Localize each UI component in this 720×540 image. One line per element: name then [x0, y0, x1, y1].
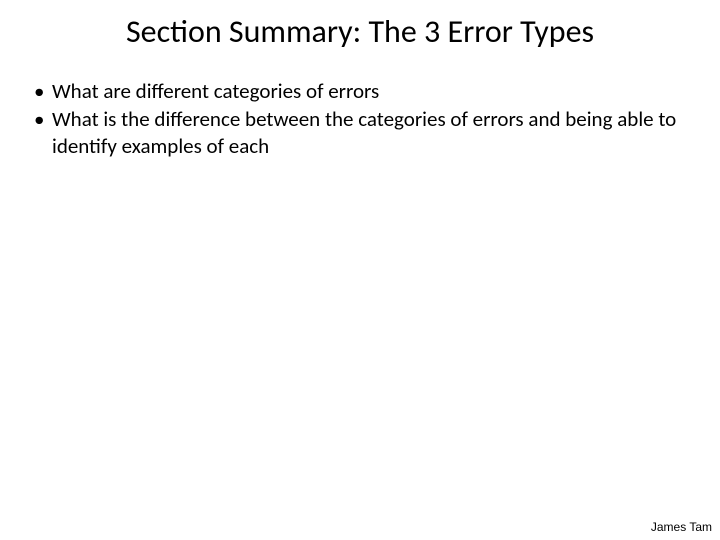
list-item: What are different categories of errors	[30, 78, 690, 104]
bullet-list: What are different categories of errors …	[30, 78, 690, 159]
slide-body: What are different categories of errors …	[30, 78, 690, 161]
slide-title: Section Summary: The 3 Error Types	[0, 12, 720, 51]
list-item: What is the difference between the categ…	[30, 106, 690, 159]
slide: Section Summary: The 3 Error Types What …	[0, 0, 720, 540]
footer-author: James Tam	[651, 520, 712, 534]
